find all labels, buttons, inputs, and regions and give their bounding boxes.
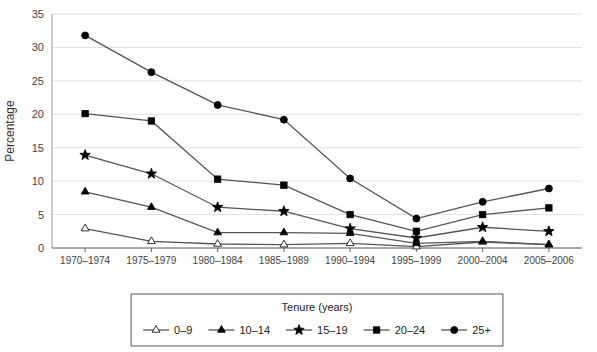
x-tick — [548, 248, 549, 252]
legend-marker — [373, 327, 379, 333]
point — [212, 202, 222, 212]
x-tick — [151, 248, 152, 252]
point — [82, 32, 89, 39]
grid-line — [52, 47, 582, 48]
point — [346, 239, 354, 246]
series-line — [85, 114, 549, 232]
point — [82, 110, 88, 116]
y-tick-label: 15 — [32, 142, 44, 154]
x-tick-label: 2005–2006 — [524, 255, 574, 266]
chart: 0 5 10 15 20 25 30 35 Percentage 1970–1974 1975–19… — [0, 0, 597, 352]
point — [413, 228, 419, 234]
markers — [80, 32, 554, 249]
y-tick-label: 30 — [32, 41, 44, 53]
point — [80, 150, 90, 160]
point — [81, 224, 89, 231]
point — [345, 223, 355, 233]
x-tick-label: 2000–2004 — [458, 255, 508, 266]
x-tick — [283, 248, 284, 252]
point — [147, 237, 155, 244]
series-line — [85, 35, 549, 218]
point — [477, 222, 487, 232]
grid-line — [52, 114, 582, 115]
y-tick-label: 35 — [32, 8, 44, 20]
point — [546, 205, 552, 211]
point — [148, 69, 155, 76]
point — [146, 168, 156, 178]
point — [147, 203, 155, 210]
legend-marker — [294, 325, 304, 335]
point — [413, 215, 420, 222]
point — [214, 239, 222, 246]
grid-line — [52, 147, 582, 148]
legend-label: 20–24 — [395, 324, 426, 336]
y-tick-label: 10 — [32, 175, 44, 187]
x-tick — [217, 248, 218, 252]
grid-line — [52, 214, 582, 215]
grid-line — [52, 14, 582, 15]
grid-line — [52, 181, 582, 182]
point — [545, 240, 553, 247]
y-axis: 0 5 10 15 20 25 30 35 — [32, 8, 582, 254]
point — [545, 185, 552, 192]
x-tick — [85, 248, 86, 252]
point — [479, 237, 487, 244]
legend-label: 25+ — [472, 324, 491, 336]
legend-label: 15–19 — [317, 324, 348, 336]
legend-marker — [218, 326, 226, 333]
point — [81, 187, 89, 194]
legend-label: 0–9 — [174, 324, 192, 336]
legend-entry: 0–9 — [143, 324, 192, 336]
point — [280, 228, 288, 235]
x-tick-label: 1995–1999 — [391, 255, 441, 266]
point — [214, 176, 220, 182]
point — [281, 182, 287, 188]
x-tick-label: 1970–1974 — [60, 255, 110, 266]
legend-marker — [451, 327, 458, 334]
x-axis: 1970–1974 1975–1979 1980–1984 1985–1989 1990… — [52, 248, 582, 266]
y-tick-label: 0 — [38, 242, 44, 254]
point — [280, 116, 287, 123]
point — [479, 198, 486, 205]
x-tick — [350, 248, 351, 252]
point — [545, 240, 553, 247]
x-tick — [482, 248, 483, 252]
grid-line — [52, 248, 582, 249]
y-axis-line — [52, 14, 53, 248]
point — [279, 206, 289, 216]
x-axis-line — [52, 248, 582, 249]
y-axis-label: Percentage — [3, 100, 17, 162]
legend-entry: 20–24 — [364, 324, 426, 336]
series-line — [85, 155, 549, 238]
point — [214, 228, 222, 235]
point — [544, 226, 554, 236]
legend: Tenure (years) 0–9 10–14 15–19 20–24 25+ — [131, 294, 503, 346]
plot-area — [85, 35, 549, 246]
point — [148, 118, 154, 124]
x-tick-label: 1985–1989 — [259, 255, 309, 266]
point — [214, 101, 221, 108]
legend-label: 10–14 — [239, 324, 270, 336]
y-tick-label: 25 — [32, 75, 44, 87]
point — [280, 240, 288, 247]
legend-entry: 25+ — [441, 324, 491, 336]
legend-title: Tenure (years) — [282, 301, 353, 313]
y-tick-label: 20 — [32, 108, 44, 120]
legend-entry: 15–19 — [286, 324, 348, 336]
legend-marker — [152, 326, 160, 333]
x-tick-label: 1975–1979 — [126, 255, 176, 266]
legend-entry: 10–14 — [208, 324, 270, 336]
grid-line — [52, 80, 582, 81]
point — [479, 237, 487, 244]
x-tick-label: 1980–1984 — [193, 255, 243, 266]
point — [347, 211, 353, 217]
y-tick-label: 5 — [38, 209, 44, 221]
legend-box — [131, 294, 503, 346]
point — [347, 175, 354, 182]
x-tick-label: 1990–1994 — [325, 255, 375, 266]
point — [479, 211, 485, 217]
